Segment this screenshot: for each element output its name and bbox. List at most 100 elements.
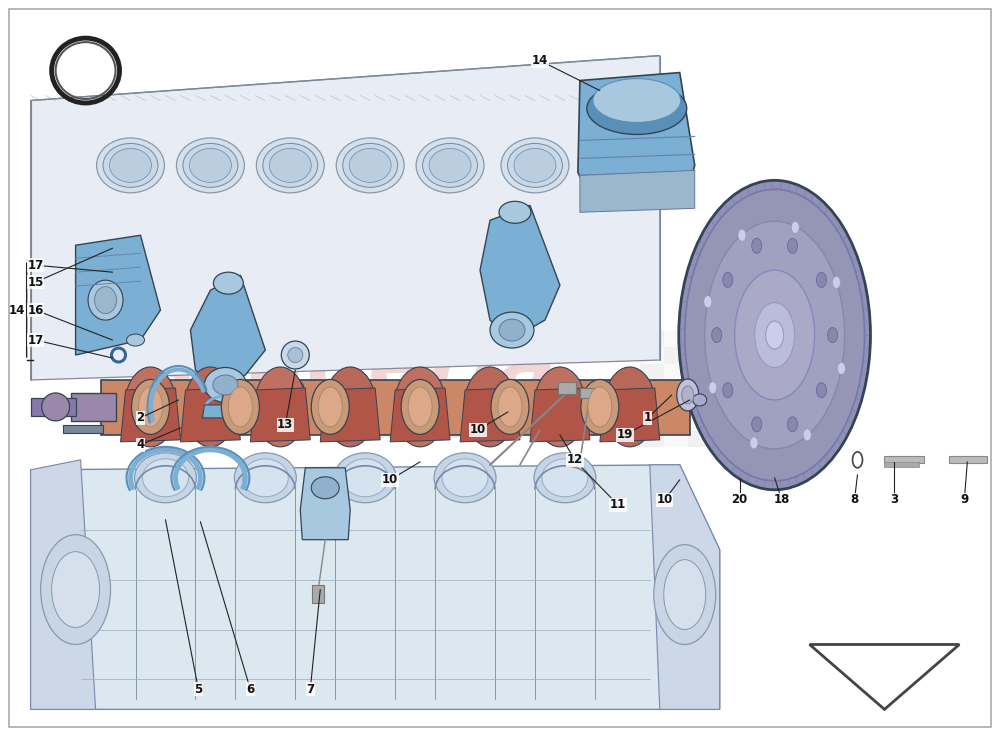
Bar xyxy=(664,330,688,347)
Ellipse shape xyxy=(135,453,196,503)
Bar xyxy=(712,397,736,414)
Ellipse shape xyxy=(766,321,784,349)
Ellipse shape xyxy=(183,144,238,188)
Bar xyxy=(664,397,688,414)
Polygon shape xyxy=(31,460,96,710)
Text: 12: 12 xyxy=(567,453,583,467)
Text: 10: 10 xyxy=(657,493,673,506)
Bar xyxy=(63,425,103,433)
Text: c a r   p a r t s: c a r p a r t s xyxy=(248,415,462,445)
Text: 5: 5 xyxy=(194,683,203,696)
Ellipse shape xyxy=(311,477,339,499)
Text: 15: 15 xyxy=(27,276,44,289)
Polygon shape xyxy=(121,388,180,442)
Bar xyxy=(664,381,688,397)
Polygon shape xyxy=(300,468,350,539)
Text: 3: 3 xyxy=(890,493,899,506)
Bar xyxy=(760,381,784,397)
Text: 18: 18 xyxy=(773,493,790,506)
Bar xyxy=(884,456,924,463)
Bar xyxy=(558,382,576,394)
Text: 10: 10 xyxy=(382,473,398,486)
Ellipse shape xyxy=(127,334,144,346)
Text: 14: 14 xyxy=(8,304,25,316)
Ellipse shape xyxy=(534,367,586,447)
Ellipse shape xyxy=(110,149,151,183)
Polygon shape xyxy=(190,275,265,390)
Bar xyxy=(640,381,664,397)
Ellipse shape xyxy=(664,559,706,629)
Text: 9: 9 xyxy=(960,493,968,506)
Ellipse shape xyxy=(334,453,396,503)
Bar xyxy=(808,397,832,414)
Bar xyxy=(712,381,736,397)
Ellipse shape xyxy=(693,394,707,406)
Bar xyxy=(664,431,688,447)
Polygon shape xyxy=(578,73,695,208)
Ellipse shape xyxy=(828,328,838,342)
Ellipse shape xyxy=(750,437,758,449)
Ellipse shape xyxy=(788,417,798,432)
Polygon shape xyxy=(31,465,720,710)
Bar xyxy=(949,456,987,463)
Ellipse shape xyxy=(853,452,862,468)
Ellipse shape xyxy=(507,144,562,188)
Ellipse shape xyxy=(723,272,733,287)
Ellipse shape xyxy=(791,222,799,233)
Bar xyxy=(784,381,808,397)
Ellipse shape xyxy=(677,379,699,411)
Ellipse shape xyxy=(423,144,478,188)
Bar xyxy=(784,330,808,347)
Text: 4: 4 xyxy=(136,439,145,451)
Ellipse shape xyxy=(832,277,840,289)
Ellipse shape xyxy=(213,272,243,294)
Ellipse shape xyxy=(723,383,733,397)
Bar xyxy=(760,347,784,364)
Polygon shape xyxy=(202,405,248,418)
Ellipse shape xyxy=(434,453,496,503)
Ellipse shape xyxy=(816,272,826,287)
Bar xyxy=(664,414,688,431)
Ellipse shape xyxy=(416,138,484,193)
Bar xyxy=(736,397,760,414)
Ellipse shape xyxy=(712,328,722,342)
Ellipse shape xyxy=(752,417,762,432)
Ellipse shape xyxy=(593,79,681,122)
Bar xyxy=(808,381,832,397)
Ellipse shape xyxy=(752,238,762,253)
Ellipse shape xyxy=(654,545,716,645)
Text: 7: 7 xyxy=(306,683,314,696)
Ellipse shape xyxy=(588,387,612,427)
Ellipse shape xyxy=(342,459,388,497)
Ellipse shape xyxy=(234,453,296,503)
Ellipse shape xyxy=(501,138,569,193)
Bar xyxy=(71,393,116,421)
Text: 14: 14 xyxy=(532,54,548,67)
Ellipse shape xyxy=(394,367,446,447)
Ellipse shape xyxy=(582,125,657,185)
Bar xyxy=(712,330,736,347)
Polygon shape xyxy=(76,236,160,355)
Bar xyxy=(736,381,760,397)
Ellipse shape xyxy=(604,367,656,447)
Ellipse shape xyxy=(837,362,845,375)
Polygon shape xyxy=(460,388,520,442)
Ellipse shape xyxy=(103,144,158,188)
Ellipse shape xyxy=(534,453,596,503)
Polygon shape xyxy=(180,388,240,442)
Bar xyxy=(580,388,594,398)
Bar xyxy=(784,347,808,364)
Bar xyxy=(808,414,832,431)
Polygon shape xyxy=(320,388,380,442)
Bar xyxy=(808,347,832,364)
Bar xyxy=(784,397,808,414)
Ellipse shape xyxy=(408,387,432,427)
Polygon shape xyxy=(530,388,590,442)
Ellipse shape xyxy=(242,459,288,497)
Ellipse shape xyxy=(176,138,244,193)
Ellipse shape xyxy=(256,138,324,193)
Bar xyxy=(688,381,712,397)
Bar xyxy=(884,461,919,467)
Bar xyxy=(640,431,664,447)
Ellipse shape xyxy=(499,202,531,223)
